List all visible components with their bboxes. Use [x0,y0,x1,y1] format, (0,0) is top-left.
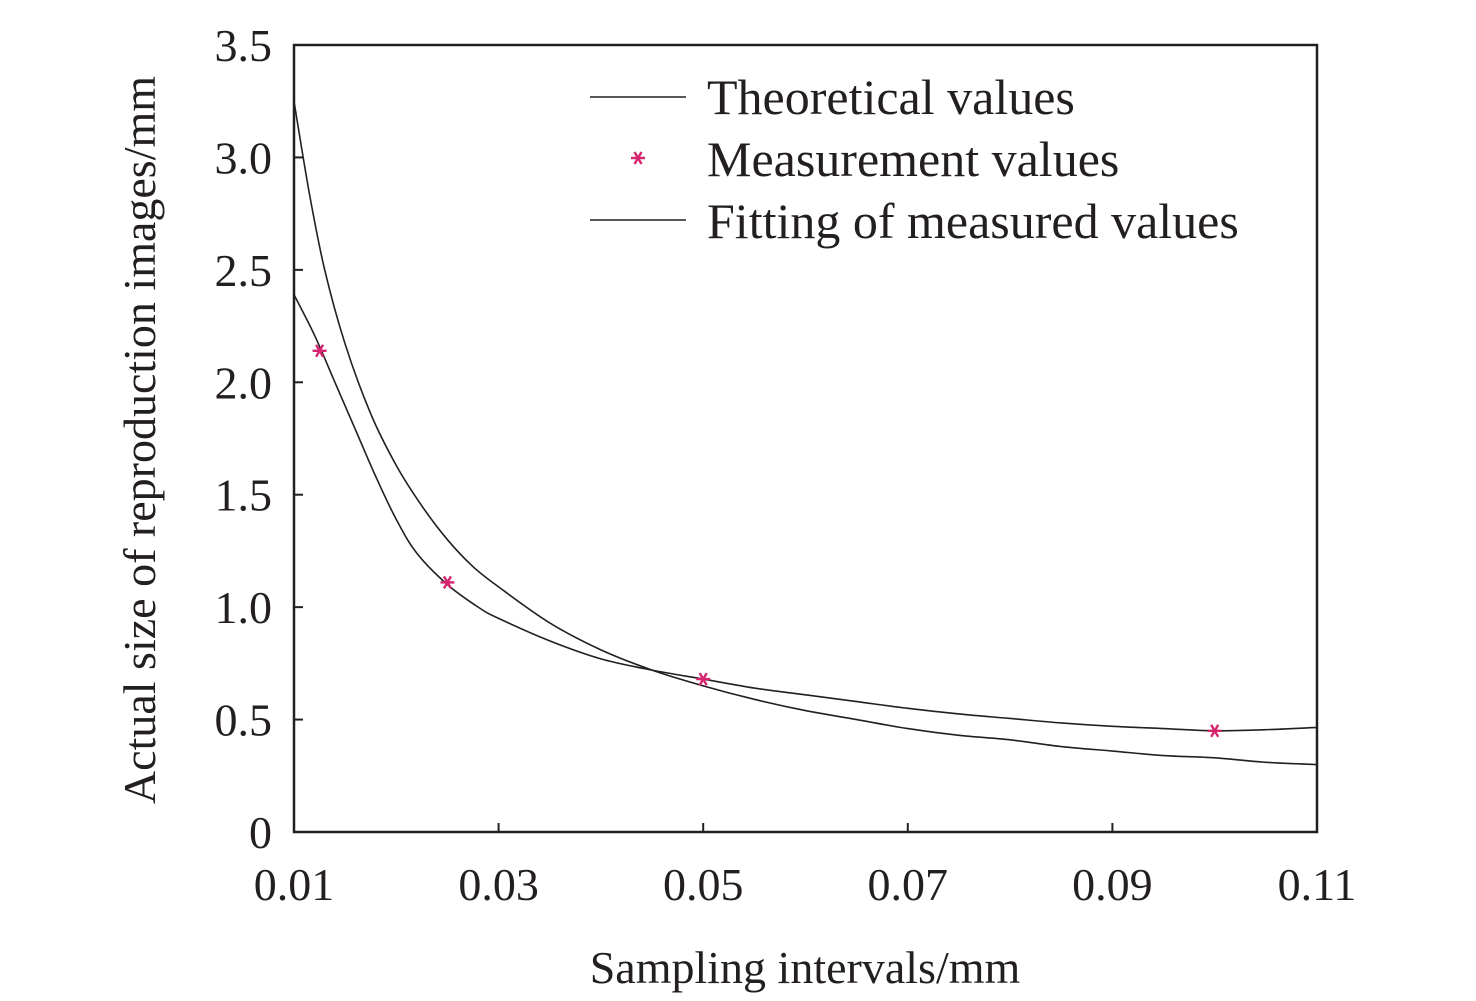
legend-marker-measurement [631,151,645,165]
x-tick-label: 0.07 [868,859,949,910]
plot-area: 0.01 0.03 0.05 0.07 0.09 0.11 0 0.5 1.0 1.5 2.0 2.… [215,20,1357,910]
y-tick-label: 2.0 [215,357,273,408]
y-tick-label: 1.0 [215,582,273,633]
y-tick-label: 1.5 [215,470,273,521]
x-tick-label: 0.11 [1278,859,1357,910]
legend-label-measurement: Measurement values [707,131,1119,187]
x-axis-title: Sampling intervals/mm [590,942,1021,993]
x-ticks: 0.01 0.03 0.05 0.07 0.09 0.11 [254,823,1357,910]
y-tick-label: 3.5 [215,20,273,71]
series-line-0 [293,101,1318,766]
measurement-point [440,575,455,590]
y-tick-label: 3.0 [215,132,273,183]
series-layer [293,101,1318,766]
x-tick-label: 0.01 [254,859,335,910]
y-tick-label: 0 [249,807,272,858]
y-axis-title: Actual size of reproduction images/mm [114,76,165,804]
legend-label-theoretical: Theoretical values [707,69,1075,125]
x-tick-label: 0.03 [458,859,539,910]
legend-label-fitting: Fitting of measured values [707,193,1239,249]
measurement-point [696,672,711,686]
y-ticks: 0 0.5 1.0 1.5 2.0 2.5 3.0 3.5 [215,20,303,858]
legend: Theoretical values Measurement values Fi… [590,69,1239,249]
y-tick-label: 2.5 [215,245,273,296]
x-tick-label: 0.05 [663,859,744,910]
x-tick-label: 0.09 [1072,859,1153,910]
plot-frame [292,43,1319,834]
measurement-point [1207,724,1222,738]
y-tick-label: 0.5 [215,695,273,746]
series-line-2 [293,294,1318,732]
measurement-point [312,344,327,358]
